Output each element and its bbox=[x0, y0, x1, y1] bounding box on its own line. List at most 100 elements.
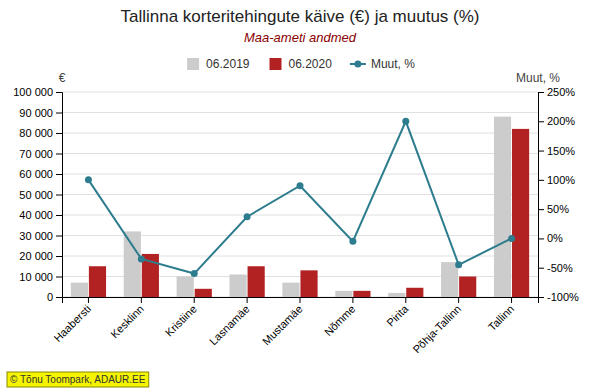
legend-label: 06.2019 bbox=[206, 57, 250, 71]
tick-label: 90 000 bbox=[19, 107, 53, 119]
chart: 010 00020 00030 00040 00050 00060 00070 … bbox=[0, 0, 600, 392]
tick-mark bbox=[538, 151, 544, 152]
tick: 0 bbox=[47, 291, 62, 303]
tick-mark bbox=[56, 236, 62, 237]
tick-mark bbox=[56, 113, 62, 114]
marker bbox=[244, 213, 251, 220]
tick-mark bbox=[56, 256, 62, 257]
tick-mark bbox=[56, 133, 62, 134]
tick: 100 000 bbox=[13, 86, 62, 98]
grid bbox=[62, 92, 538, 297]
tick: Kristiine bbox=[163, 297, 199, 339]
tick-label: 30 000 bbox=[19, 230, 53, 242]
tick-label: 50% bbox=[547, 203, 569, 215]
tick-label: 200% bbox=[547, 115, 575, 127]
tick-label: Kesklinn bbox=[108, 303, 146, 341]
tick: 90 000 bbox=[19, 107, 62, 119]
bar bbox=[71, 283, 88, 297]
bar bbox=[177, 277, 194, 298]
bar bbox=[406, 288, 423, 297]
tick-label: -50% bbox=[547, 262, 573, 274]
tick-mark bbox=[56, 215, 62, 216]
bar bbox=[89, 266, 106, 297]
tick-label: 150% bbox=[547, 145, 575, 157]
legend-symbol bbox=[354, 61, 361, 68]
tick-mark bbox=[538, 121, 544, 122]
tick: Kesklinn bbox=[108, 297, 146, 340]
annotation-box bbox=[7, 372, 149, 387]
tick-label: 0 bbox=[47, 291, 53, 303]
tick: -100% bbox=[538, 291, 579, 303]
tick: 0% bbox=[538, 232, 563, 244]
tick-mark bbox=[538, 92, 544, 93]
tick-mark bbox=[538, 209, 544, 210]
bar bbox=[195, 289, 212, 297]
tick-mark bbox=[194, 297, 195, 303]
bar bbox=[459, 277, 476, 298]
grid-line bbox=[62, 174, 538, 175]
tick-label: Lasnamäe bbox=[207, 303, 252, 348]
marker bbox=[138, 255, 145, 262]
tick-mark bbox=[56, 154, 62, 155]
tick: 100% bbox=[538, 174, 575, 186]
tick-mark bbox=[538, 238, 544, 239]
marker bbox=[508, 235, 515, 242]
x-axis-line bbox=[63, 298, 539, 304]
tick: 20 000 bbox=[19, 250, 62, 262]
bar bbox=[300, 270, 317, 297]
bar bbox=[388, 293, 405, 297]
legend-symbol bbox=[269, 58, 281, 70]
tick-mark bbox=[458, 297, 459, 303]
plot-area bbox=[71, 117, 529, 297]
tick-label: 0% bbox=[547, 232, 563, 244]
tick-mark bbox=[300, 297, 301, 303]
tick: Tallinn bbox=[486, 297, 517, 333]
annotation-text: © Tõnu Toompark, ADAUR.EE bbox=[10, 374, 146, 385]
tick-label: 70 000 bbox=[19, 148, 53, 160]
tick-label: Haabersti bbox=[51, 303, 93, 345]
legend-label: Muut, % bbox=[371, 57, 415, 71]
tick: 40 000 bbox=[19, 209, 62, 221]
tick-label: Tallinn bbox=[486, 303, 517, 334]
bar bbox=[335, 291, 352, 297]
legend-symbol bbox=[187, 58, 199, 70]
tick: 80 000 bbox=[19, 127, 62, 139]
tick-mark bbox=[405, 297, 406, 303]
tick: Haabersti bbox=[51, 297, 93, 344]
tick-label: 80 000 bbox=[19, 127, 53, 139]
line bbox=[88, 121, 511, 273]
y2-axis-title: Muut, % bbox=[516, 71, 560, 85]
y-axis: 010 00020 00030 00040 00050 00060 00070 … bbox=[13, 86, 62, 303]
bar bbox=[441, 262, 458, 297]
bar bbox=[353, 291, 370, 297]
tick: 150% bbox=[538, 145, 575, 157]
marker bbox=[297, 182, 304, 189]
tick: 250% bbox=[538, 86, 575, 98]
tick: Pirita bbox=[384, 297, 411, 329]
tick-label: 100 000 bbox=[13, 86, 53, 98]
grid-line bbox=[62, 194, 538, 195]
tick-mark bbox=[352, 297, 353, 303]
tick-label: 60 000 bbox=[19, 168, 53, 180]
title: Tallinna korteritehingute käive (€) ja m… bbox=[120, 7, 479, 26]
tick-mark bbox=[538, 268, 544, 269]
legend-item: 06.2020 bbox=[269, 57, 332, 71]
bar bbox=[230, 274, 247, 297]
bar bbox=[512, 129, 529, 297]
legend-item: 06.2019 bbox=[187, 57, 250, 71]
bar bbox=[124, 231, 141, 297]
tick-label: Mustamäe bbox=[260, 303, 305, 348]
tick: 10 000 bbox=[19, 271, 62, 283]
tick-mark bbox=[56, 92, 62, 93]
tick-mark bbox=[56, 195, 62, 196]
tick: 200% bbox=[538, 115, 575, 127]
grid-line bbox=[62, 112, 538, 113]
tick-label: Põhja-Tallinn bbox=[410, 303, 463, 356]
grid-line bbox=[62, 92, 538, 93]
tick-label: -100% bbox=[547, 291, 579, 303]
tick: 50% bbox=[538, 203, 569, 215]
legend-label: 06.2020 bbox=[288, 57, 332, 71]
marker bbox=[349, 238, 356, 245]
tick-label: 250% bbox=[547, 86, 575, 98]
tick: Põhja-Tallinn bbox=[410, 297, 463, 356]
